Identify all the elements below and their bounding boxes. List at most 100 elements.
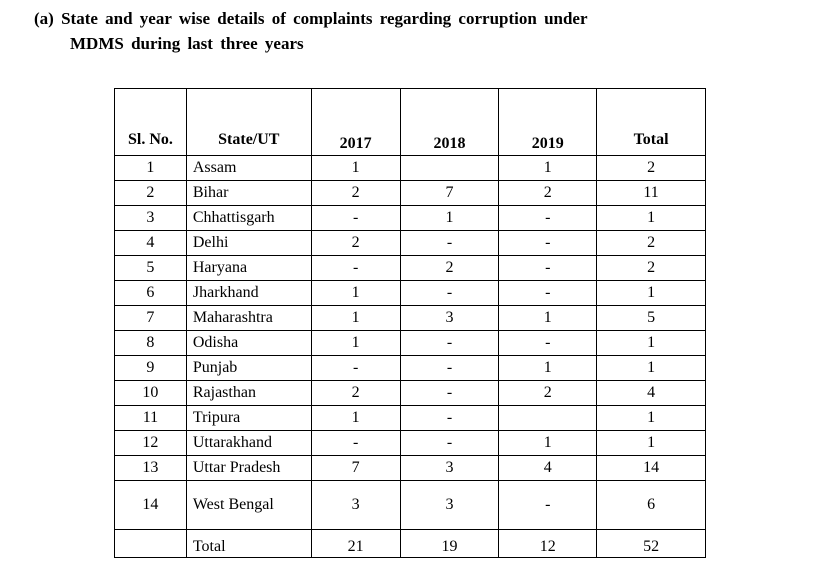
y2017-cell: 1	[310, 305, 401, 331]
table-row: 2 Bihar 2 7 2 11	[114, 180, 706, 206]
y2019-cell: -	[498, 280, 598, 306]
y2019-cell: -	[498, 205, 598, 231]
sl-no-cell: 3	[114, 205, 187, 231]
total-cell: 1	[596, 330, 706, 356]
y2018-cell: 2	[399, 255, 500, 281]
total-cell: 2	[596, 155, 706, 181]
total-state-cell: Total	[185, 529, 312, 558]
total-cell: 4	[596, 380, 706, 406]
header-sl-no: Sl. No.	[114, 88, 187, 156]
header-2018: 2018	[399, 88, 500, 156]
y2019-cell	[498, 405, 598, 431]
y2017-cell: 2	[310, 180, 401, 206]
y2019-cell: -	[498, 330, 598, 356]
table-header-row: Sl. No. State/UT 2017 2018 2019 Total	[114, 88, 706, 156]
total-total-cell: 52	[596, 529, 706, 558]
y2018-cell: -	[399, 380, 500, 406]
y2019-cell: 4	[498, 455, 598, 481]
sl-no-cell: 5	[114, 255, 187, 281]
heading-line-2: MDMS during last three years	[70, 34, 304, 53]
total-y2019-cell: 12	[498, 529, 598, 558]
state-cell: Punjab	[185, 355, 312, 381]
table-row: 5 Haryana -2-2	[114, 255, 706, 281]
table-row: 8 Odisha 1- -1	[114, 330, 706, 356]
sl-no-cell: 10	[114, 380, 187, 406]
y2018-cell: -	[399, 330, 500, 356]
y2018-cell: 7	[399, 180, 500, 206]
y2017-cell: 3	[310, 480, 401, 530]
state-cell: Odisha	[185, 330, 312, 356]
table-row: 1 Assam 1 1 2	[114, 155, 706, 181]
table-row: 12 Uttarakhand - -1 1	[114, 430, 706, 456]
y2017-cell: 1	[310, 405, 401, 431]
y2018-cell: -	[399, 430, 500, 456]
y2018-cell: 1	[399, 205, 500, 231]
table-row: 9 Punjab - -1 1	[114, 355, 706, 381]
state-cell: Bihar	[185, 180, 312, 206]
y2017-cell: 1	[310, 330, 401, 356]
y2017-cell: -	[310, 430, 401, 456]
total-y2018-cell: 19	[399, 529, 500, 558]
total-cell: 2	[596, 255, 706, 281]
total-cell: 2	[596, 230, 706, 256]
state-cell: Maharashtra	[185, 305, 312, 331]
header-state: State/UT	[185, 88, 312, 156]
table-row: 14 West Bengal 3 3-6	[114, 480, 706, 530]
header-2017: 2017	[310, 88, 401, 156]
header-2019: 2019	[498, 88, 598, 156]
table-body: 1 Assam 1 1 2 2 Bihar 2 7 2 11 3 Chhattisgarh -1-1 4 De…	[114, 155, 706, 558]
y2018-cell: -	[399, 280, 500, 306]
state-cell: West Bengal	[185, 480, 312, 530]
y2017-cell: 1	[310, 280, 401, 306]
y2017-cell: 2	[310, 230, 401, 256]
y2019-cell: 1	[498, 155, 598, 181]
total-cell: 6	[596, 480, 706, 530]
total-cell: 14	[596, 455, 706, 481]
table-row: 7 Maharashtra 1 3 1 5	[114, 305, 706, 331]
sl-no-cell: 12	[114, 430, 187, 456]
state-cell: Rajasthan	[185, 380, 312, 406]
y2018-cell	[399, 155, 500, 181]
total-sl-no-cell	[114, 529, 187, 558]
y2018-cell: -	[399, 405, 500, 431]
y2017-cell: -	[310, 255, 401, 281]
sl-no-cell: 14	[114, 480, 187, 530]
total-cell: 1	[596, 205, 706, 231]
y2018-cell: -	[399, 230, 500, 256]
state-cell: Delhi	[185, 230, 312, 256]
sl-no-cell: 13	[114, 455, 187, 481]
table-row: 4 Delhi 2- -2	[114, 230, 706, 256]
total-cell: 1	[596, 405, 706, 431]
heading-line-1: (a) State and year wise details of compl…	[34, 9, 588, 28]
sl-no-cell: 4	[114, 230, 187, 256]
document-heading: (a) State and year wise details of compl…	[34, 6, 794, 56]
total-cell: 5	[596, 305, 706, 331]
table-row: 6 Jharkhand 1- -1	[114, 280, 706, 306]
total-y2017-cell: 21	[310, 529, 401, 558]
y2018-cell: 3	[399, 480, 500, 530]
y2019-cell: 1	[498, 305, 598, 331]
state-cell: Uttarakhand	[185, 430, 312, 456]
y2019-cell: -	[498, 480, 598, 530]
state-cell: Assam	[185, 155, 312, 181]
table-row: 3 Chhattisgarh -1-1	[114, 205, 706, 231]
y2018-cell: 3	[399, 305, 500, 331]
y2019-cell: 2	[498, 380, 598, 406]
y2017-cell: -	[310, 355, 401, 381]
y2019-cell: 1	[498, 430, 598, 456]
sl-no-cell: 2	[114, 180, 187, 206]
table-row: 10 Rajasthan 2-2 4	[114, 380, 706, 406]
y2017-cell: 7	[310, 455, 401, 481]
y2018-cell: -	[399, 355, 500, 381]
y2017-cell: -	[310, 205, 401, 231]
state-cell: Tripura	[185, 405, 312, 431]
total-cell: 1	[596, 355, 706, 381]
sl-no-cell: 9	[114, 355, 187, 381]
total-cell: 11	[596, 180, 706, 206]
y2017-cell: 1	[310, 155, 401, 181]
header-total: Total	[596, 88, 706, 156]
y2019-cell: 1	[498, 355, 598, 381]
state-cell: Jharkhand	[185, 280, 312, 306]
state-cell: Uttar Pradesh	[185, 455, 312, 481]
